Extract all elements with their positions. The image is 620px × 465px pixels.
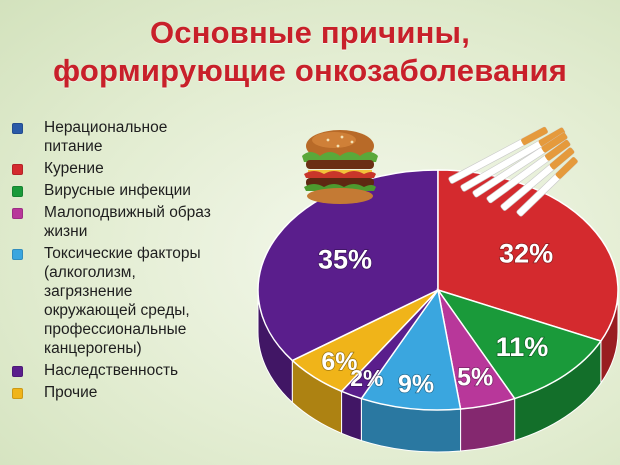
pie-slice-label: 6% [321, 348, 357, 376]
pie-sides [257, 289, 619, 453]
legend-label: Вирусные инфекции [44, 182, 191, 199]
pie-slice-label: 5% [457, 363, 493, 391]
legend-item: Нерациональное питание [12, 118, 252, 156]
burger-icon [302, 130, 378, 204]
legend-item: Наследственность [12, 361, 252, 380]
pie-slice-label: 2% [350, 365, 383, 391]
legend-label: Нерациональное питание [44, 119, 168, 155]
legend-swatch [12, 164, 23, 175]
pie-slice [257, 169, 439, 362]
pie-slice-label: 9% [398, 370, 434, 398]
chart-title-line-1: Основные причины, [149, 15, 471, 50]
legend: Нерациональное питание Курение Вирусные … [12, 118, 252, 405]
chart-title: Основные причины, формирующие онкозаболе… [0, 14, 620, 90]
pie-slice [291, 289, 439, 393]
pie-slice-label: 35% [318, 244, 372, 274]
legend-item: Прочие [12, 383, 252, 402]
pie-labels: 35% 32% 11%5% 9% 2%6% [317, 238, 554, 399]
chart-title-line-2: формирующие онкозаболевания [52, 53, 567, 88]
legend-swatch [12, 123, 23, 134]
legend-label: Прочие [44, 384, 98, 401]
cigarettes-icon [448, 126, 578, 217]
pie-tops [257, 169, 619, 411]
legend-label: Малоподвижный образ жизни [44, 204, 211, 240]
legend-item: Токсические факторы (алкоголизм, загрязн… [12, 244, 252, 358]
legend-item: Курение [12, 159, 252, 178]
legend-label: Токсические факторы (алкоголизм, загрязн… [44, 245, 201, 357]
legend-item: Малоподвижный образ жизни [12, 203, 252, 241]
legend-swatch [12, 208, 23, 219]
legend-item: Вирусные инфекции [12, 181, 252, 200]
legend-swatch [12, 249, 23, 260]
legend-swatch [12, 366, 23, 377]
pie-slice [436, 288, 603, 400]
legend-swatch [12, 186, 23, 197]
legend-swatch [12, 388, 23, 399]
pie-slice-label: 32% [499, 239, 553, 269]
legend-label: Наследственность [44, 362, 179, 379]
pie-slice [360, 288, 462, 411]
pie-slice-side [341, 390, 362, 442]
pie-slice-label: 11% [496, 332, 549, 362]
legend-label: Курение [44, 160, 104, 177]
